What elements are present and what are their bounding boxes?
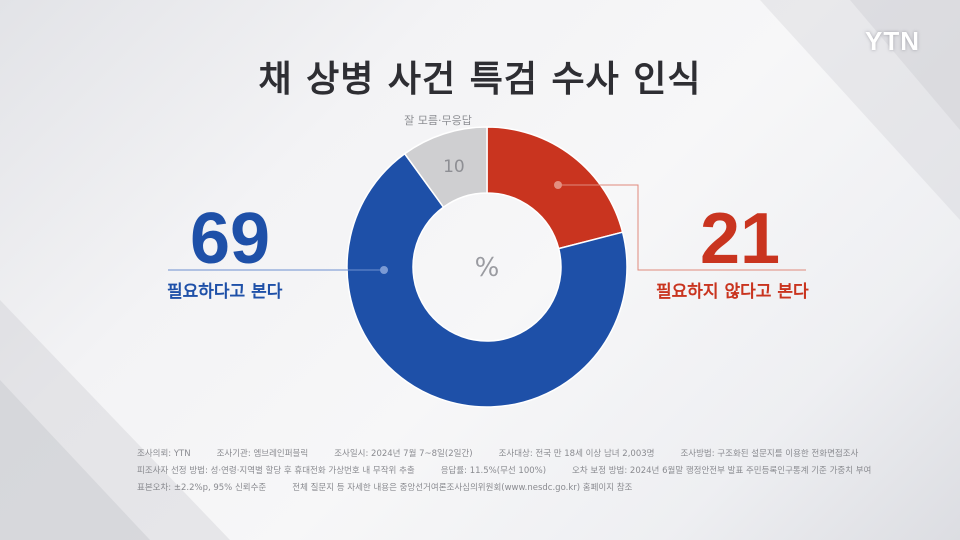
footnote-item: 표본오차: ±2.2%p, 95% 신뢰수준 [137,483,267,493]
no-need-slice [486,126,624,250]
no-need-leader-dot [554,181,562,189]
unknown-label: 잘 모름·무응답 [404,114,472,127]
need-slice [346,152,628,408]
no-need-leader-line [558,184,806,271]
footnote-line: 표본오차: ±2.2%p, 95% 신뢰수준 전체 질문지 등 자세한 내용은 중… [137,480,917,497]
background-shape [760,0,960,220]
background-shape [850,0,960,130]
footnote-item: 조사기관: 엠브레인퍼블릭 [216,449,309,459]
unknown-slice [403,126,488,209]
footnote-item: 조사일시: 2024년 7월 7~8일(2일간) [334,449,473,459]
need-leader-dot [380,266,388,274]
footnote-line: 피조사자 선정 방법: 성·연령·지역별 할당 후 휴대전화 가상번호 내 무작… [137,463,917,480]
no-need-value: 21 [700,199,781,279]
center-unit-label: % [475,253,500,283]
footnote-item: 전체 질문지 등 자세한 내용은 중앙선거여론조사심의위원회(www.nesdc… [292,483,633,493]
footnote-item: 조사방법: 구조화된 설문지를 이용한 전화면접조사 [680,449,859,459]
footnote-item: 응답률: 11.5%(무선 100%) [440,466,547,476]
need-label: 필요하다고 본다 [167,282,283,302]
background-shape [0,380,150,540]
no-need-label: 필요하지 않다고 본다 [656,282,809,302]
ytn-logo: YTN [865,26,920,56]
footnote-item: 피조사자 선정 방법: 성·연령·지역별 할당 후 휴대전화 가상번호 내 무작… [137,466,415,476]
footnote-item: 조사의뢰: YTN [137,449,191,459]
footnote-line: 조사의뢰: YTN 조사기관: 엠브레인퍼블릭 조사일시: 2024년 7월 7~8… [137,446,917,463]
background-shape [0,300,230,540]
survey-footnote: 조사의뢰: YTN 조사기관: 엠브레인퍼블릭 조사일시: 2024년 7월 7~8… [137,446,917,497]
chart-title: 채 상병 사건 특검 수사 인식 [258,59,702,100]
need-value: 69 [190,199,271,279]
footnote-item: 조사대상: 전국 만 18세 이상 남녀 2,003명 [498,449,655,459]
footnote-item: 오차 보정 방법: 2024년 6월말 행정안전부 발표 주민등록인구통계 기준… [572,466,872,476]
unknown-value: 10 [443,157,465,177]
